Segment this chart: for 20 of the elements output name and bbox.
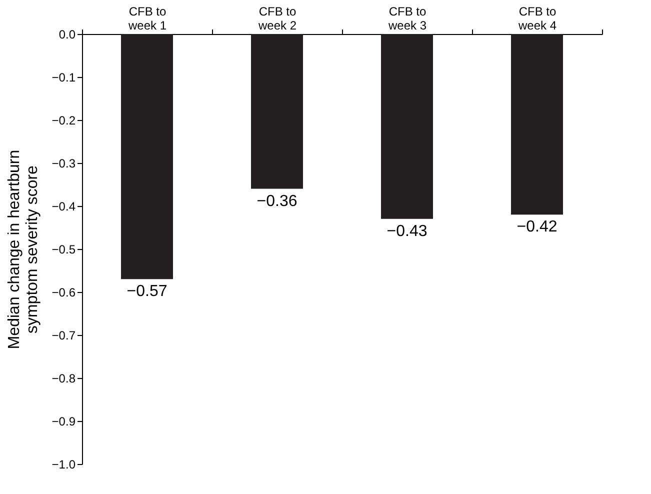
x-tick-label: CFB to week 2 <box>257 4 297 32</box>
y-tick-label: 0.0 <box>58 28 76 42</box>
y-tick-label: −0.4 <box>52 200 76 214</box>
y-tick-label: −1.0 <box>52 458 76 472</box>
y-tick-label: −0.6 <box>52 286 76 300</box>
x-tick-label: CFB to week 3 <box>387 4 427 32</box>
x-tick-label: CFB to week 4 <box>517 4 557 32</box>
y-tick-label: −0.1 <box>52 70 76 84</box>
data-label: −0.42 <box>516 218 558 236</box>
y-tick-label: −0.8 <box>52 372 76 386</box>
y-tick-label: −0.3 <box>52 156 76 170</box>
y-tick-label: −0.9 <box>52 414 76 428</box>
data-label: −0.57 <box>126 283 168 300</box>
y-tick-label: −0.5 <box>52 242 76 256</box>
data-label: −0.36 <box>256 192 298 210</box>
data-label: −0.43 <box>386 222 428 240</box>
y-tick-label: −0.7 <box>52 328 76 342</box>
y-tick-label: −0.2 <box>52 114 76 128</box>
x-tick-label: CFB to week 1 <box>127 4 167 32</box>
y-axis-title: Median change in heartburn symptom severity score <box>6 150 41 350</box>
